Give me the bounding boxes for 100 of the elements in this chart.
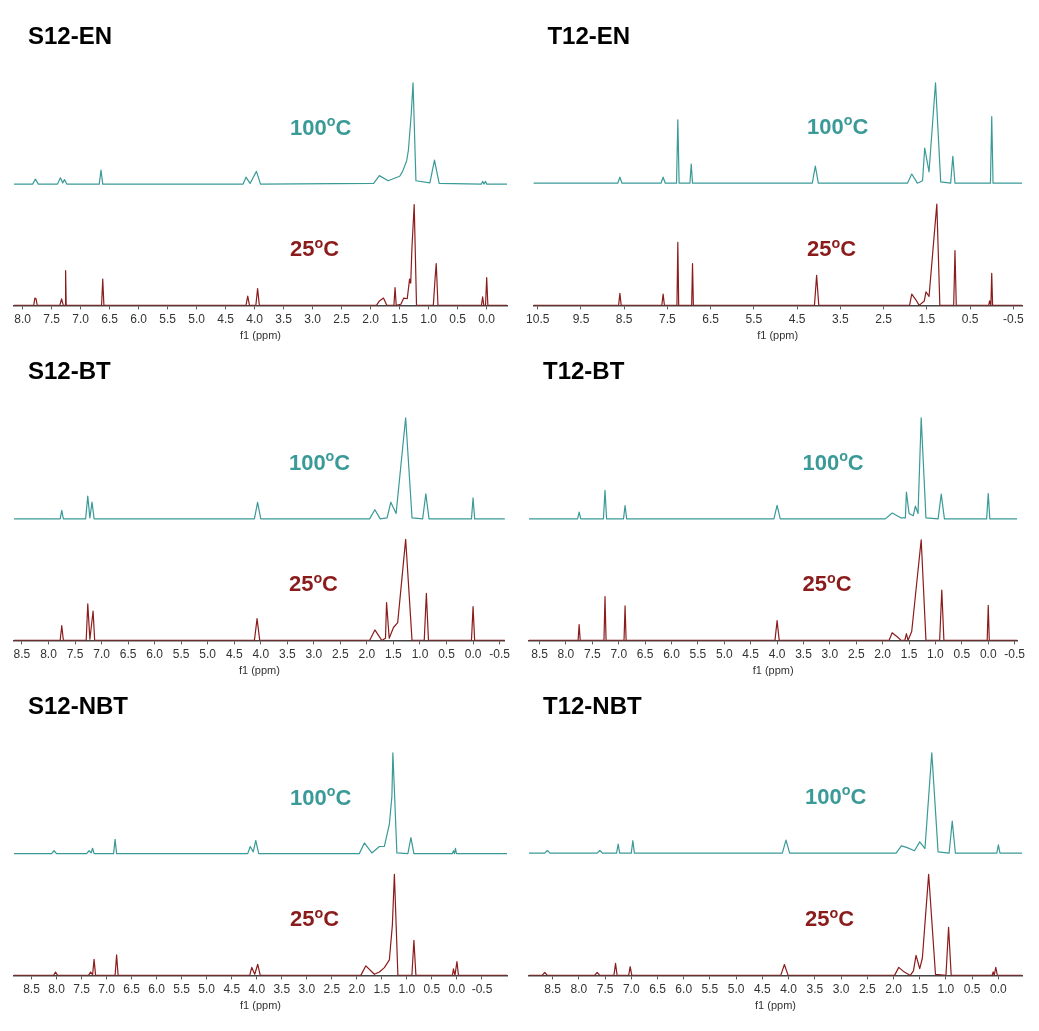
x-tick-label: 2.5 [858, 981, 876, 996]
chart-title: T12-EN [547, 22, 631, 49]
x-tick-label: 1.5 [911, 981, 929, 996]
x-tick-label: 2.0 [348, 981, 366, 996]
x-tick-label: 3.5 [806, 981, 824, 996]
x-tick-label: 1.0 [411, 646, 429, 661]
x-tick-label: 7.0 [93, 646, 111, 661]
x-tick-label: 1.5 [918, 311, 936, 326]
x-tick-label: 3.5 [832, 311, 850, 326]
x-tick-label: 6.5 [636, 646, 654, 661]
x-tick-label: 4.0 [246, 311, 264, 326]
x-tick-label: -0.5 [471, 981, 493, 996]
x-tick-label: 2.5 [875, 311, 893, 326]
x-tick-label: 5.0 [188, 311, 206, 326]
x-tick-label: 6.0 [148, 981, 166, 996]
x-tick-label: 3.0 [832, 981, 850, 996]
x-tick-label: 2.5 [332, 646, 350, 661]
x-tick-label: 3.5 [795, 646, 813, 661]
x-tick-label: 7.5 [596, 981, 614, 996]
x-tick-label: 7.5 [659, 311, 677, 326]
x-tick-label: 0.0 [979, 646, 997, 661]
x-tick-label: 6.5 [649, 981, 667, 996]
chart-title: T12-NBT [543, 692, 643, 719]
chart-title: S12-NBT [28, 692, 129, 719]
x-tick-label: 2.0 [874, 646, 892, 661]
x-tick-label: -0.5 [1003, 311, 1025, 326]
x-tick-label: 6.0 [146, 646, 164, 661]
x-tick-label: 6.5 [101, 311, 119, 326]
x-tick-label: 4.0 [252, 646, 270, 661]
x-tick-label: 3.0 [821, 646, 839, 661]
x-tick-label: 10.5 [526, 311, 550, 326]
x-tick-label: 0.5 [423, 981, 441, 996]
x-tick-label: 4.5 [754, 981, 772, 996]
x-tick-label: 8.5 [13, 646, 31, 661]
x-tick-label: 0.0 [464, 646, 482, 661]
x-tick-label: 5.5 [701, 981, 719, 996]
x-tick-label: 7.5 [66, 646, 84, 661]
x-tick-label: 5.5 [159, 311, 177, 326]
x-tick-label: 1.0 [927, 646, 945, 661]
x-tick-label: 0.5 [961, 311, 979, 326]
x-tick-label: 4.0 [248, 981, 266, 996]
x-tick-label: 3.5 [278, 646, 296, 661]
x-tick-label: 2.0 [358, 646, 376, 661]
x-tick-label: 3.5 [273, 981, 291, 996]
x-tick-label: 2.5 [847, 646, 865, 661]
x-tick-label: 4.5 [788, 311, 806, 326]
x-axis-title: f1 (ppm) [752, 664, 794, 677]
x-tick-label: 1.0 [398, 981, 416, 996]
x-tick-label: 5.0 [715, 646, 733, 661]
x-tick-label: 6.5 [119, 646, 137, 661]
x-tick-label: 2.5 [333, 311, 351, 326]
x-tick-label: 0.5 [953, 646, 971, 661]
x-tick-label: 5.5 [745, 311, 763, 326]
x-tick-label: 8.0 [14, 311, 32, 326]
x-tick-label: 7.5 [73, 981, 91, 996]
x-axis-title: f1 (ppm) [240, 329, 281, 342]
x-tick-label: 1.0 [420, 311, 438, 326]
x-tick-label: 2.5 [323, 981, 341, 996]
x-tick-label: 5.5 [173, 981, 191, 996]
x-tick-label: 4.0 [780, 981, 798, 996]
x-tick-label: 7.0 [610, 646, 628, 661]
x-tick-label: 4.5 [223, 981, 241, 996]
x-tick-label: 8.5 [544, 981, 562, 996]
x-tick-label: 1.5 [900, 646, 918, 661]
x-tick-label: -0.5 [489, 646, 511, 661]
x-tick-label: 6.0 [130, 311, 148, 326]
x-tick-label: 7.0 [622, 981, 640, 996]
x-tick-label: 3.0 [304, 311, 322, 326]
x-tick-label: 2.0 [362, 311, 380, 326]
x-tick-label: 8.5 [23, 981, 41, 996]
x-tick-label: 3.0 [305, 646, 323, 661]
x-tick-label: 3.0 [298, 981, 316, 996]
x-tick-label: 6.5 [123, 981, 141, 996]
x-tick-label: 4.5 [225, 646, 243, 661]
x-tick-label: 0.5 [963, 981, 981, 996]
x-tick-label: 8.0 [557, 646, 575, 661]
x-tick-label: 5.0 [198, 981, 216, 996]
x-axis-title: f1 (ppm) [755, 999, 796, 1012]
x-tick-label: 5.0 [199, 646, 217, 661]
x-axis-title: f1 (ppm) [238, 664, 280, 677]
x-tick-label: 4.5 [217, 311, 235, 326]
x-tick-label: 1.5 [391, 311, 409, 326]
chart-title: S12-BT [28, 357, 112, 384]
chart-title: S12-EN [28, 22, 113, 49]
x-tick-label: 7.5 [43, 311, 61, 326]
x-tick-label: 6.0 [663, 646, 681, 661]
x-tick-label: 1.5 [385, 646, 403, 661]
x-tick-label: 0.5 [438, 646, 456, 661]
x-tick-label: 4.5 [742, 646, 760, 661]
x-tick-label: 9.5 [572, 311, 590, 326]
x-tick-label: 5.5 [172, 646, 190, 661]
x-tick-label: -0.5 [1004, 646, 1026, 661]
x-tick-label: 7.0 [72, 311, 90, 326]
x-tick-label: 8.0 [48, 981, 66, 996]
x-tick-label: 8.5 [615, 311, 633, 326]
x-tick-label: 6.5 [702, 311, 720, 326]
x-tick-label: 2.0 [885, 981, 903, 996]
x-tick-label: 5.5 [689, 646, 707, 661]
x-axis-title: f1 (ppm) [240, 999, 281, 1012]
x-tick-label: 8.0 [570, 981, 588, 996]
